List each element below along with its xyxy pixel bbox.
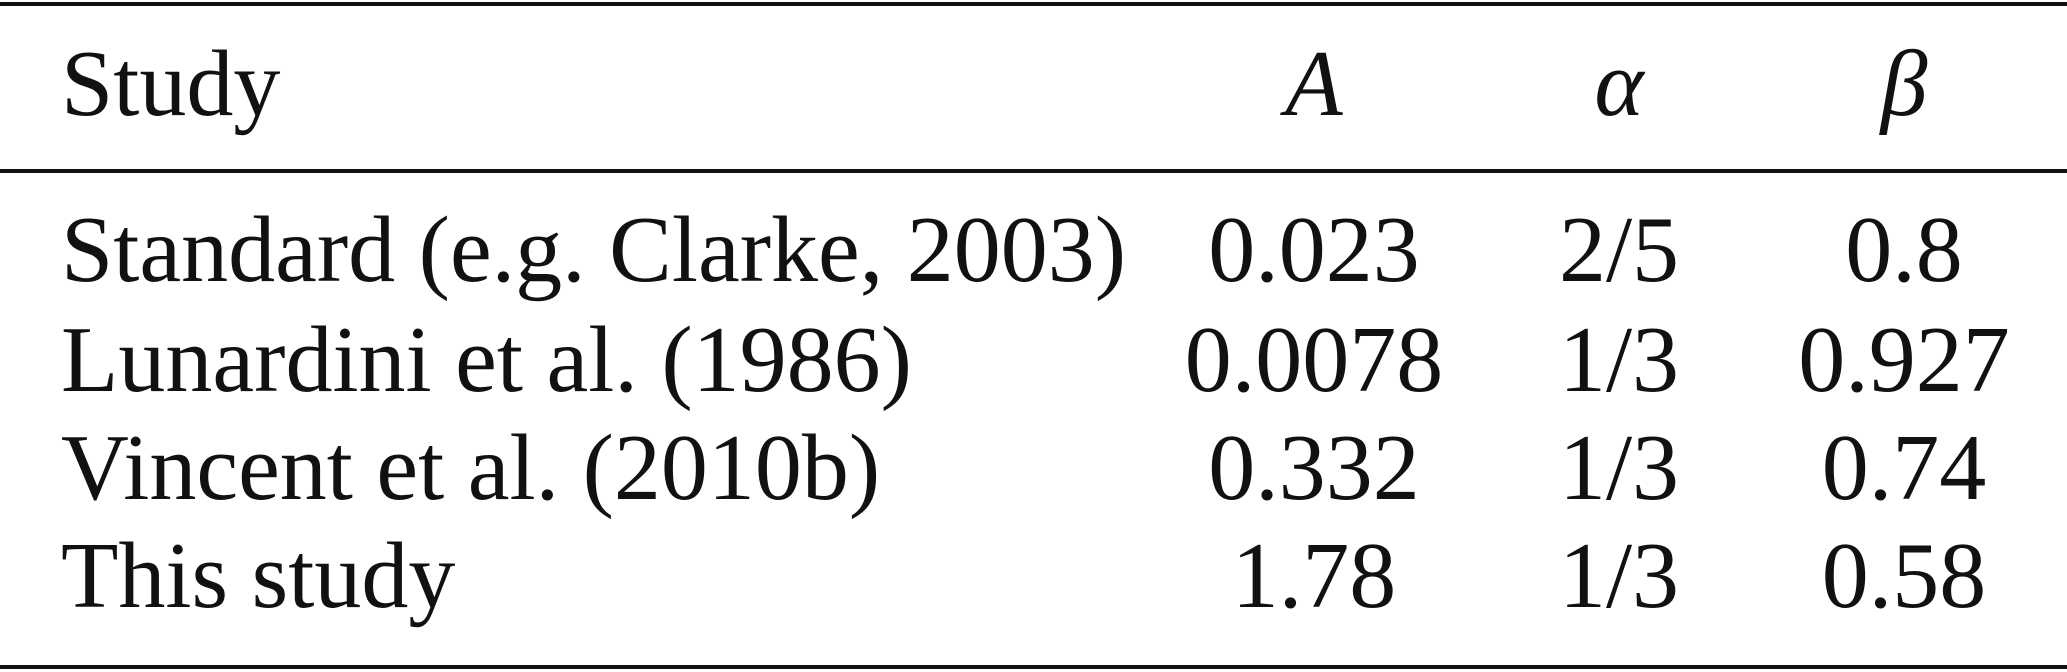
bottom-rule (0, 665, 2067, 669)
mid-rule (0, 169, 2067, 173)
value-cell: 0.332 (1208, 416, 1420, 520)
value-cell: 1/3 (1558, 524, 1680, 628)
study-name: Standard (e.g. Clarke, 2003) (61, 198, 1127, 302)
value-cell: 0.74 (1821, 416, 1987, 520)
header-cell: Study (61, 32, 281, 136)
top-rule (0, 2, 2067, 6)
header-cell: β (1880, 32, 1928, 136)
study-name: Lunardini et al. (1986) (61, 308, 912, 412)
value-cell: 0.927 (1798, 308, 2010, 412)
value-cell: 2/5 (1558, 198, 1680, 302)
value-cell: 1/3 (1558, 308, 1680, 412)
value-cell: 0.8 (1845, 198, 1963, 302)
header-cell: α (1594, 32, 1644, 136)
value-cell: 0.0078 (1184, 308, 1444, 412)
value-cell: 1.78 (1231, 524, 1397, 628)
value-cell: 1/3 (1558, 416, 1680, 520)
study-name: Vincent et al. (2010b) (61, 416, 881, 520)
value-cell: 0.023 (1208, 198, 1420, 302)
study-name: This study (61, 524, 456, 628)
value-cell: 0.58 (1821, 524, 1987, 628)
header-cell: A (1285, 32, 1343, 136)
